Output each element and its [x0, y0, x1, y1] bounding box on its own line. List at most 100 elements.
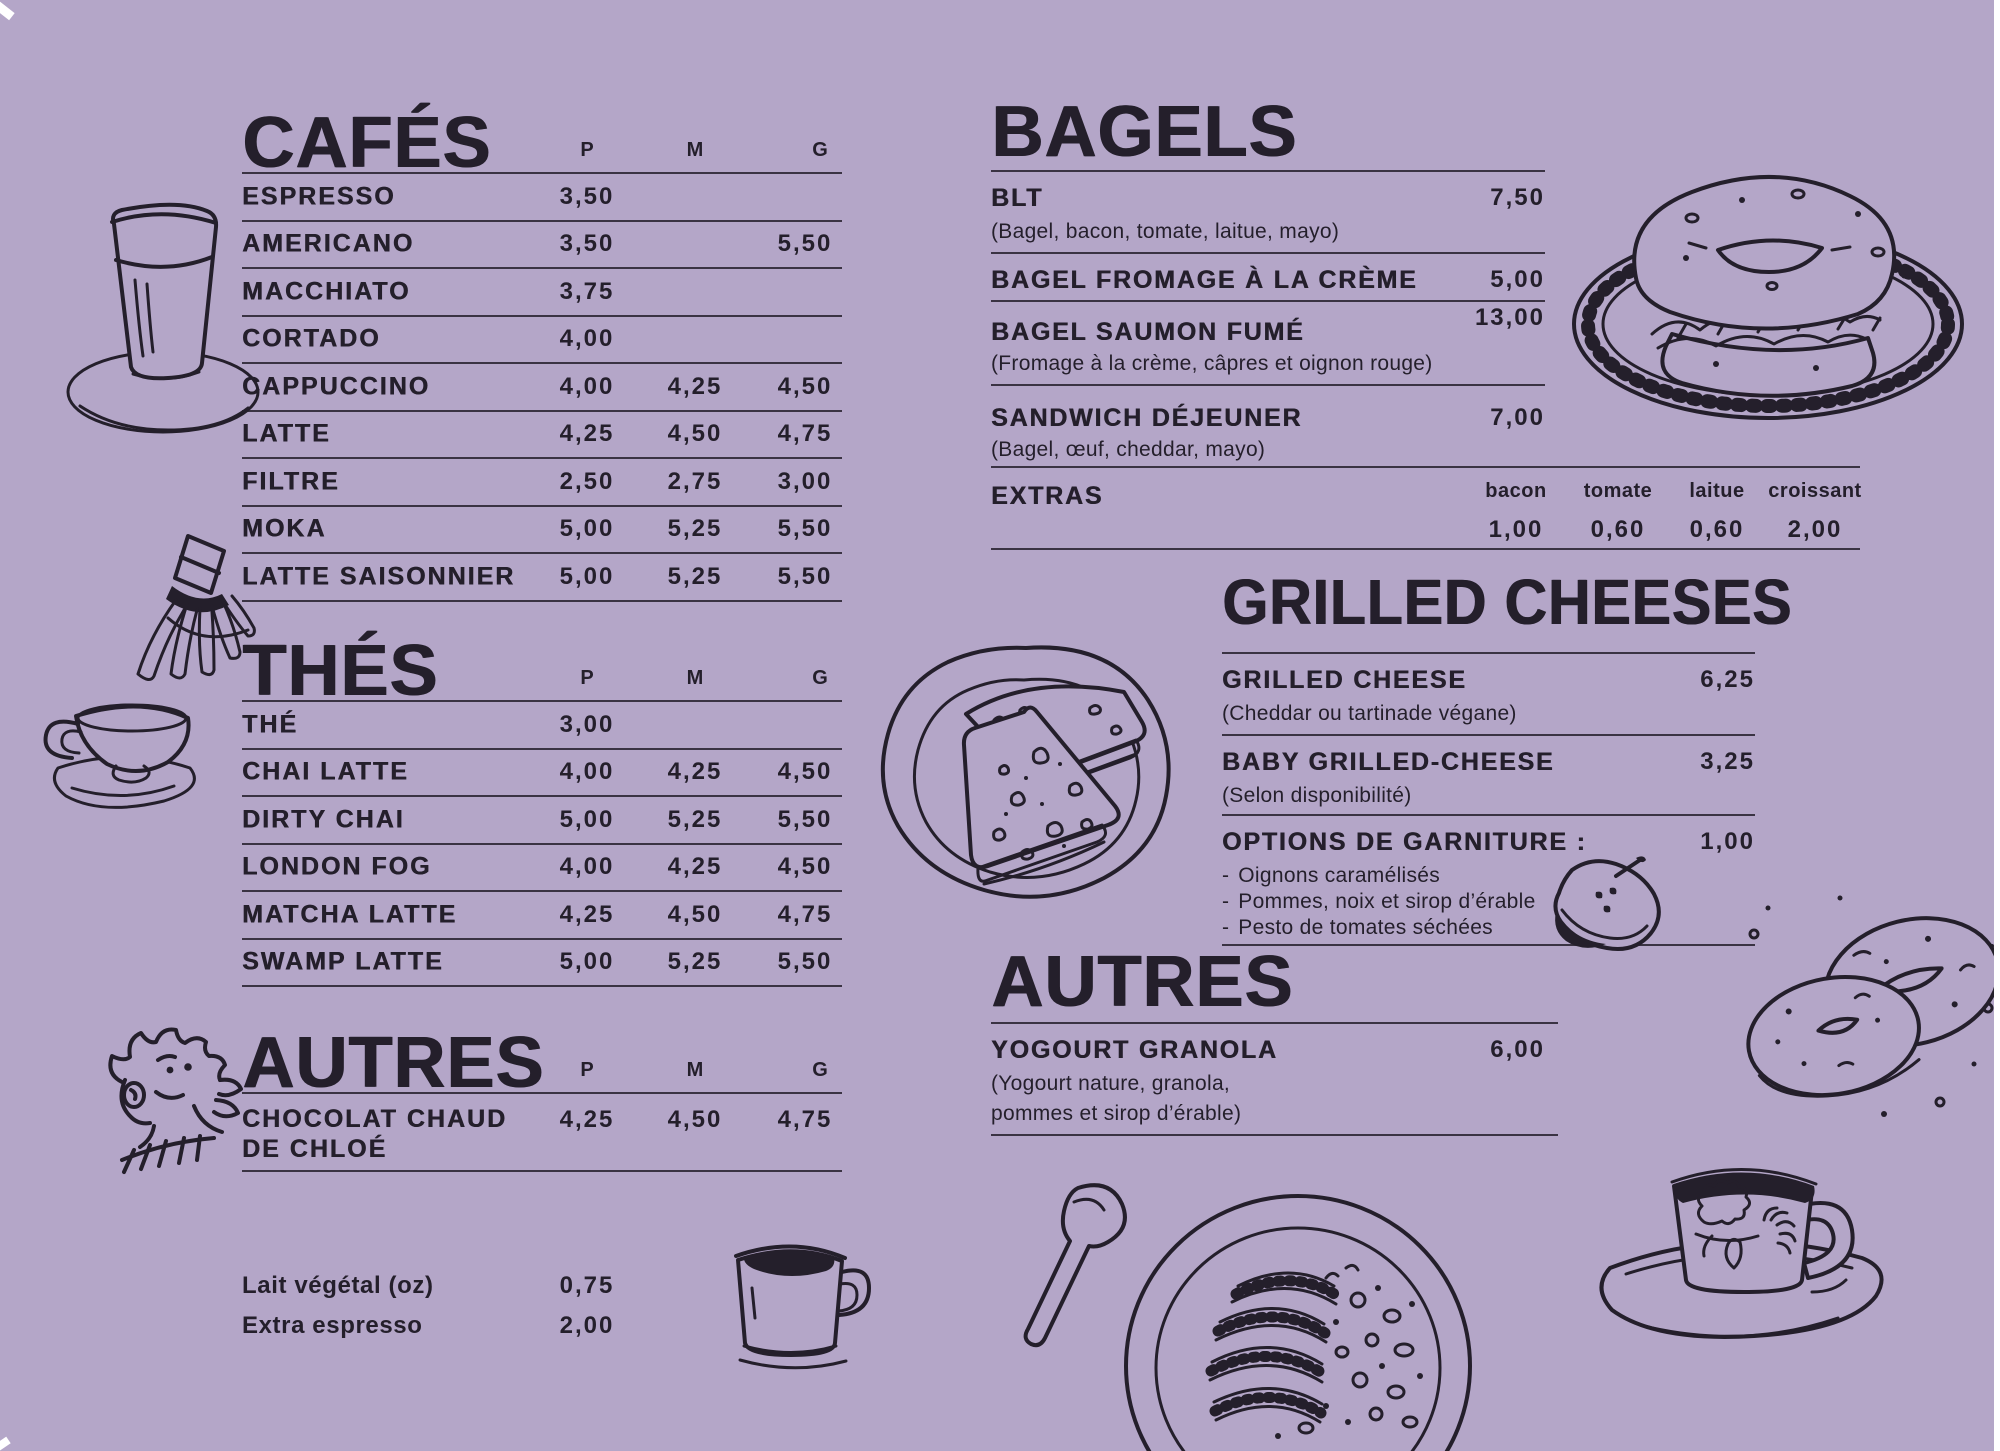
bagel-plate-illustration	[1572, 174, 1964, 420]
item-price-g: 5,50	[777, 515, 833, 543]
scan-sliver-top-left	[0, 0, 15, 21]
teacup-illustration	[43, 703, 196, 809]
extra-option-name: croissant	[1768, 480, 1862, 502]
menu-item-row: ESPRESSO 3,50	[242, 174, 842, 222]
item-price-p: 4,25	[559, 900, 615, 928]
size-column-p: P	[580, 1059, 594, 1081]
menu-item-row: CHOCOLAT CHAUD DE CHLOÉ 4,25 4,50 4,75	[242, 1094, 842, 1172]
divider	[991, 466, 1860, 468]
item-name: CHAI LATTE	[242, 757, 409, 786]
divider	[991, 300, 1545, 302]
item-name: LATTE	[242, 419, 331, 448]
size-column-g: G	[812, 1059, 828, 1081]
item-name: BLT	[991, 184, 1044, 212]
item-price-g: 5,50	[777, 805, 833, 833]
item-description: (Yogourt nature, granola,	[991, 1072, 1231, 1095]
item-price-m: 5,25	[667, 805, 723, 833]
item-price-m: 2,75	[667, 467, 723, 495]
item-name: THÉ	[242, 710, 298, 739]
garnish-option: Pommes, noix et sirop d’érable	[1222, 890, 1536, 914]
scan-sliver-bottom-left	[0, 1436, 11, 1451]
item-name: BAGEL SAUMON FUMÉ	[991, 318, 1305, 346]
item-name: FILTRE	[242, 467, 340, 496]
scan-edge-right	[1994, 0, 2000, 1451]
item-price-m: 5,25	[667, 562, 723, 590]
section-title: THÉS	[242, 631, 439, 711]
size-column-g: G	[812, 667, 828, 689]
item-price-m: 4,25	[667, 758, 723, 786]
item-name: MOKA	[242, 514, 327, 543]
divider	[991, 1134, 1558, 1136]
item-name: GRILLED CHEESE	[1222, 666, 1467, 694]
character-illustration	[108, 1027, 243, 1174]
item-name: LONDON FOG	[242, 852, 432, 881]
menu-item-row: AMERICANO 3,50 5,50	[242, 222, 842, 269]
menu-item-row: CAPPUCCINO 4,00 4,25 4,50	[242, 364, 842, 412]
apple-half-illustration	[1553, 856, 1661, 951]
item-price-m: 5,25	[667, 948, 723, 976]
item-name: CORTADO	[242, 324, 381, 353]
menu-item-row: LONDON FOG 4,00 4,25 4,50	[242, 845, 842, 892]
menu-item-row: MATCHA LATTE 4,25 4,50 4,75	[242, 892, 842, 940]
item-price-m: 4,50	[667, 900, 723, 928]
item-price: 6,00	[1490, 1036, 1545, 1063]
thes-header: THÉS P M G	[242, 634, 842, 707]
item-price-g: 4,50	[777, 758, 833, 786]
item-name: AMERICANO	[242, 229, 415, 258]
extra-option-name: bacon	[1485, 480, 1547, 502]
item-price-g: 5,50	[777, 230, 833, 258]
item-price-p: 4,00	[559, 372, 615, 400]
garnish-option: Oignons caramélisés	[1222, 864, 1440, 888]
menu-item-row: CORTADO 4,00	[242, 317, 842, 364]
item-name: ESPRESSO	[242, 182, 396, 211]
bagels-title: BAGELS	[991, 92, 1298, 172]
menu-item-row: MOKA 5,00 5,25 5,50	[242, 507, 842, 554]
item-description: (Bagel, œuf, cheddar, mayo)	[991, 438, 1266, 461]
item-price-g: 3,00	[777, 467, 833, 495]
extra-option-price: 0,60	[1590, 516, 1646, 543]
item-description: (Cheddar ou tartinade végane)	[1222, 702, 1517, 725]
size-column-p: P	[580, 139, 594, 161]
menu-item-row: LATTE 4,25 4,50 4,75	[242, 412, 842, 459]
item-price: 3,25	[1700, 748, 1755, 775]
coffee-mug-illustration	[734, 1244, 871, 1370]
divider	[1222, 944, 1755, 946]
addon-price: 0,75	[559, 1272, 615, 1299]
autres-right-title: AUTRES	[991, 942, 1294, 1022]
menu-item-row: FILTRE 2,50 2,75 3,00	[242, 459, 842, 507]
addon-price: 2,00	[559, 1312, 615, 1339]
divider	[991, 170, 1545, 172]
divider	[991, 548, 1860, 550]
item-price: 1,00	[1700, 828, 1755, 855]
item-name: LATTE SAISONNIER	[242, 562, 516, 591]
item-price-p: 5,00	[559, 948, 615, 976]
addon-name: Lait végétal (oz)	[242, 1272, 434, 1299]
item-price-p: 3,00	[559, 710, 615, 738]
item-price-m: 4,25	[667, 853, 723, 881]
item-price-p: 4,00	[559, 853, 615, 881]
floral-teacup-illustration	[1599, 1168, 1884, 1339]
item-price-g: 4,75	[777, 420, 833, 448]
divider	[1222, 652, 1755, 654]
item-price-p: 3,50	[559, 230, 615, 258]
item-price-p: 5,00	[559, 515, 615, 543]
item-name: MACCHIATO	[242, 277, 411, 306]
granola-bowl-illustration	[1124, 1194, 1472, 1451]
item-price-p: 3,50	[559, 182, 615, 210]
divider	[1222, 734, 1755, 736]
section-title: AUTRES	[242, 1023, 545, 1103]
item-price-p: 5,00	[559, 805, 615, 833]
item-description: (Bagel, bacon, tomate, laitue, mayo)	[991, 220, 1340, 243]
item-price-g: 5,50	[777, 948, 833, 976]
item-price-p: 3,75	[559, 277, 615, 305]
item-price-m: 4,50	[667, 420, 723, 448]
item-price-m: 4,25	[667, 372, 723, 400]
matcha-whisk-illustration	[136, 534, 256, 681]
item-price: 13,00	[1474, 304, 1545, 331]
donuts-illustration	[1746, 895, 2000, 1117]
item-price-g: 4,75	[777, 900, 833, 928]
size-column-m: M	[686, 1059, 704, 1081]
spoon-illustration	[1023, 1183, 1127, 1348]
item-price-p: 4,00	[559, 758, 615, 786]
